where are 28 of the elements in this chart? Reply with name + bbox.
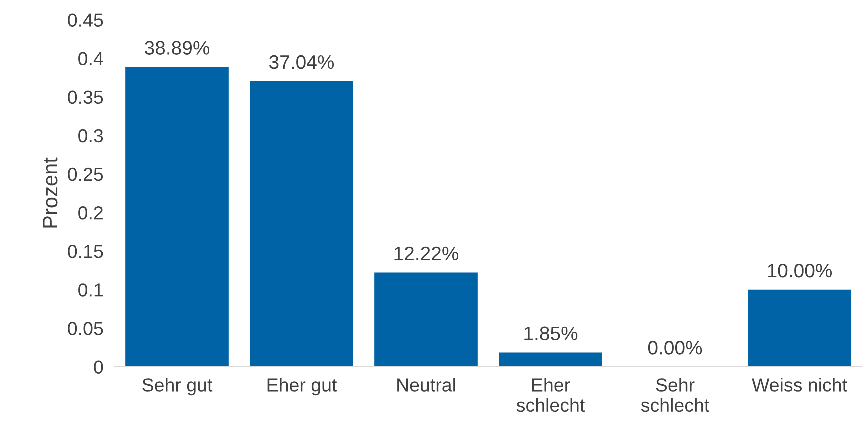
data-label: 12.22%: [394, 246, 459, 261]
y-tick-label: 0: [94, 360, 104, 374]
data-label: 38.89%: [145, 41, 210, 55]
x-tick-label: Sehr gut: [142, 378, 213, 396]
y-tick-label: 0.3: [78, 129, 104, 143]
y-tick-label: 0.4: [78, 52, 104, 66]
y-tick-label: 0.25: [68, 168, 104, 182]
bar: [250, 81, 354, 367]
y-tick-label: 0.15: [68, 245, 104, 258]
y-axis-title: Prozent: [43, 158, 58, 228]
data-label: 0.00%: [648, 341, 702, 355]
x-tick-label: Neutral: [398, 378, 456, 392]
y-tick-label: 0.1: [78, 284, 103, 297]
x-tick-label: Eher schlecht: [516, 378, 586, 412]
data-label: 37.04%: [270, 55, 334, 70]
bar: [374, 272, 478, 367]
bar: [126, 67, 229, 367]
y-tick-label: 0.35: [68, 90, 104, 104]
bar: [499, 352, 602, 367]
x-tick-label: Eher gut: [268, 378, 338, 396]
y-tick-label: 0.2: [78, 206, 103, 220]
data-label: 1.85%: [524, 326, 578, 341]
x-tick-label: Sehr schlecht: [641, 378, 710, 412]
bar: [748, 290, 852, 367]
x-tick-label: Weiss nicht: [752, 378, 848, 392]
y-tick-label: 0.05: [68, 322, 104, 336]
y-tick-label: 0.45: [68, 14, 104, 27]
data-label: 10.00%: [768, 264, 832, 278]
